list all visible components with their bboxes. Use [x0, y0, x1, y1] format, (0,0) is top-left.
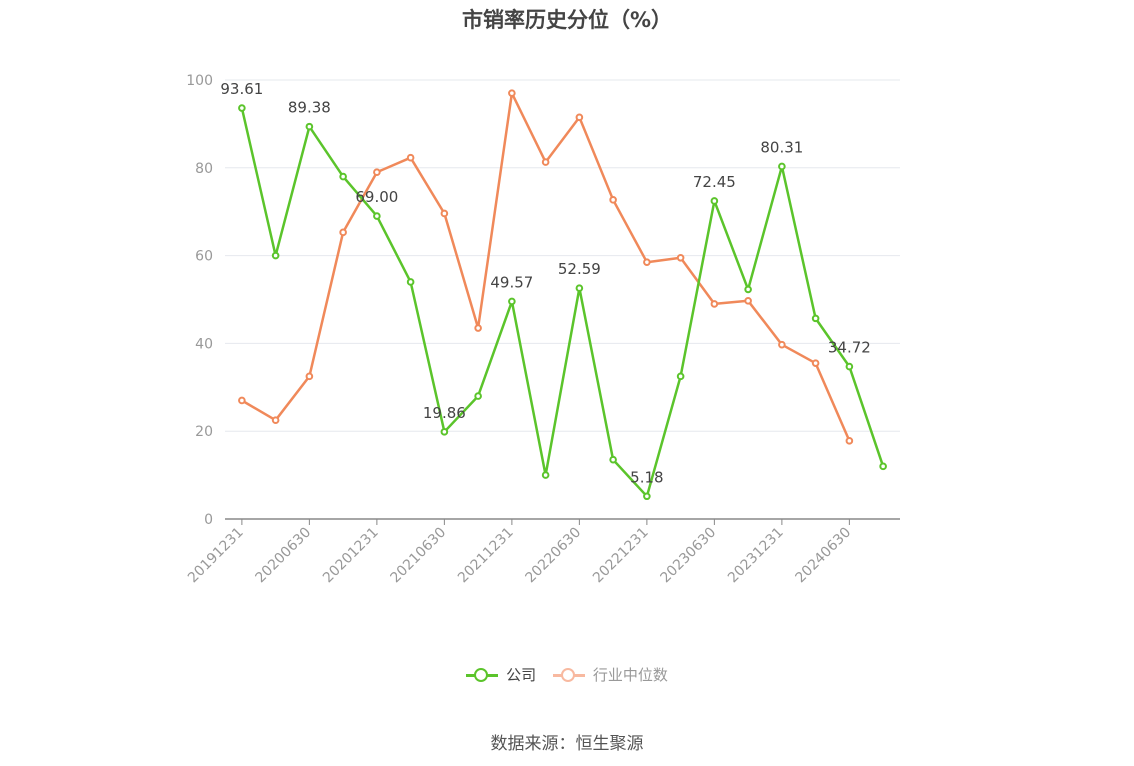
data-label: 69.00: [355, 188, 398, 206]
data-point[interactable]: [643, 492, 651, 501]
series-line: [240, 107, 885, 498]
data-point[interactable]: [845, 362, 854, 371]
data-point[interactable]: [238, 104, 246, 112]
legend: 公司 行业中位数: [0, 664, 1134, 686]
data-point[interactable]: [575, 284, 584, 292]
y-tick-label: 0: [204, 512, 213, 528]
data-label: 93.61: [220, 80, 263, 98]
data-point[interactable]: [811, 359, 820, 367]
y-tick-label: 20: [195, 424, 213, 440]
legend-swatch-industry: [552, 667, 585, 682]
legend-label-company: 公司: [506, 666, 537, 684]
data-label: 49.57: [490, 273, 533, 291]
legend-label-industry: 行业中位数: [592, 666, 668, 684]
x-tick-label: 20191231: [185, 525, 247, 587]
series-line: [241, 91, 851, 442]
data-point[interactable]: [710, 197, 719, 205]
data-label: 34.72: [828, 339, 871, 357]
data-point[interactable]: [508, 89, 516, 97]
data-point[interactable]: [541, 158, 550, 166]
data-point[interactable]: [373, 168, 381, 176]
data-label: 5.18: [630, 468, 663, 486]
legend-item-industry[interactable]: 行业中位数: [552, 664, 668, 685]
data-point[interactable]: [406, 153, 415, 162]
data-point[interactable]: [271, 251, 280, 260]
data-point[interactable]: [339, 172, 347, 181]
data-label: 89.38: [288, 99, 331, 117]
data-point[interactable]: [305, 122, 314, 131]
data-point[interactable]: [575, 113, 584, 122]
data-point[interactable]: [271, 416, 280, 425]
data-point[interactable]: [474, 324, 482, 332]
y-tick-label: 80: [195, 161, 213, 177]
series-company: [238, 104, 887, 501]
data-point[interactable]: [811, 314, 820, 323]
legend-swatch-company: [466, 667, 499, 682]
data-point[interactable]: [609, 455, 617, 464]
data-labels: 93.61 89.38 69.00 19.86 49.57 52.59 5.18 72.45 8…: [220, 80, 870, 486]
data-point[interactable]: [508, 297, 516, 306]
data-point[interactable]: [676, 253, 685, 262]
data-point[interactable]: [845, 437, 854, 445]
x-tick-label: 20231231: [725, 525, 787, 587]
y-tick-label: 100: [186, 73, 213, 89]
x-tick-label: 20211231: [455, 525, 517, 587]
data-label: 19.86: [423, 404, 466, 422]
x-tick-label: 20200630: [252, 525, 314, 587]
x-tick-label: 20240630: [792, 525, 854, 587]
data-point[interactable]: [744, 285, 752, 294]
data-point[interactable]: [710, 300, 719, 308]
data-point[interactable]: [676, 372, 685, 381]
x-tick-label: 20210630: [387, 525, 449, 587]
data-point[interactable]: [238, 396, 246, 405]
data-label: 52.59: [558, 260, 601, 278]
data-point[interactable]: [373, 212, 381, 220]
series: [238, 89, 887, 501]
data-point[interactable]: [744, 297, 752, 305]
data-point[interactable]: [778, 162, 786, 171]
data-point[interactable]: [305, 372, 314, 381]
data-point[interactable]: [406, 278, 415, 286]
data-point[interactable]: [541, 471, 550, 479]
data-point[interactable]: [879, 462, 887, 471]
x-tick-label: 20230630: [657, 525, 719, 587]
data-point[interactable]: [440, 428, 449, 436]
data-label: 80.31: [760, 138, 803, 156]
y-tick-label: 40: [195, 336, 213, 352]
data-label: 72.45: [693, 173, 736, 191]
data-point[interactable]: [643, 258, 651, 266]
data-point[interactable]: [778, 340, 786, 349]
x-tick-label: 20201231: [320, 525, 382, 587]
y-tick-label: 60: [195, 249, 213, 265]
data-point[interactable]: [474, 392, 482, 400]
data-point[interactable]: [609, 196, 617, 204]
data-point[interactable]: [339, 228, 347, 237]
x-tick-label: 20220630: [522, 525, 584, 587]
chart-title: 市销率历史分位（%）: [461, 8, 673, 32]
x-tick-label: 20221231: [590, 525, 652, 587]
data-source: 数据来源：恒生聚源: [490, 734, 644, 754]
series-industry: [238, 89, 854, 445]
legend-item-company[interactable]: 公司: [466, 664, 536, 685]
data-point[interactable]: [440, 209, 449, 218]
